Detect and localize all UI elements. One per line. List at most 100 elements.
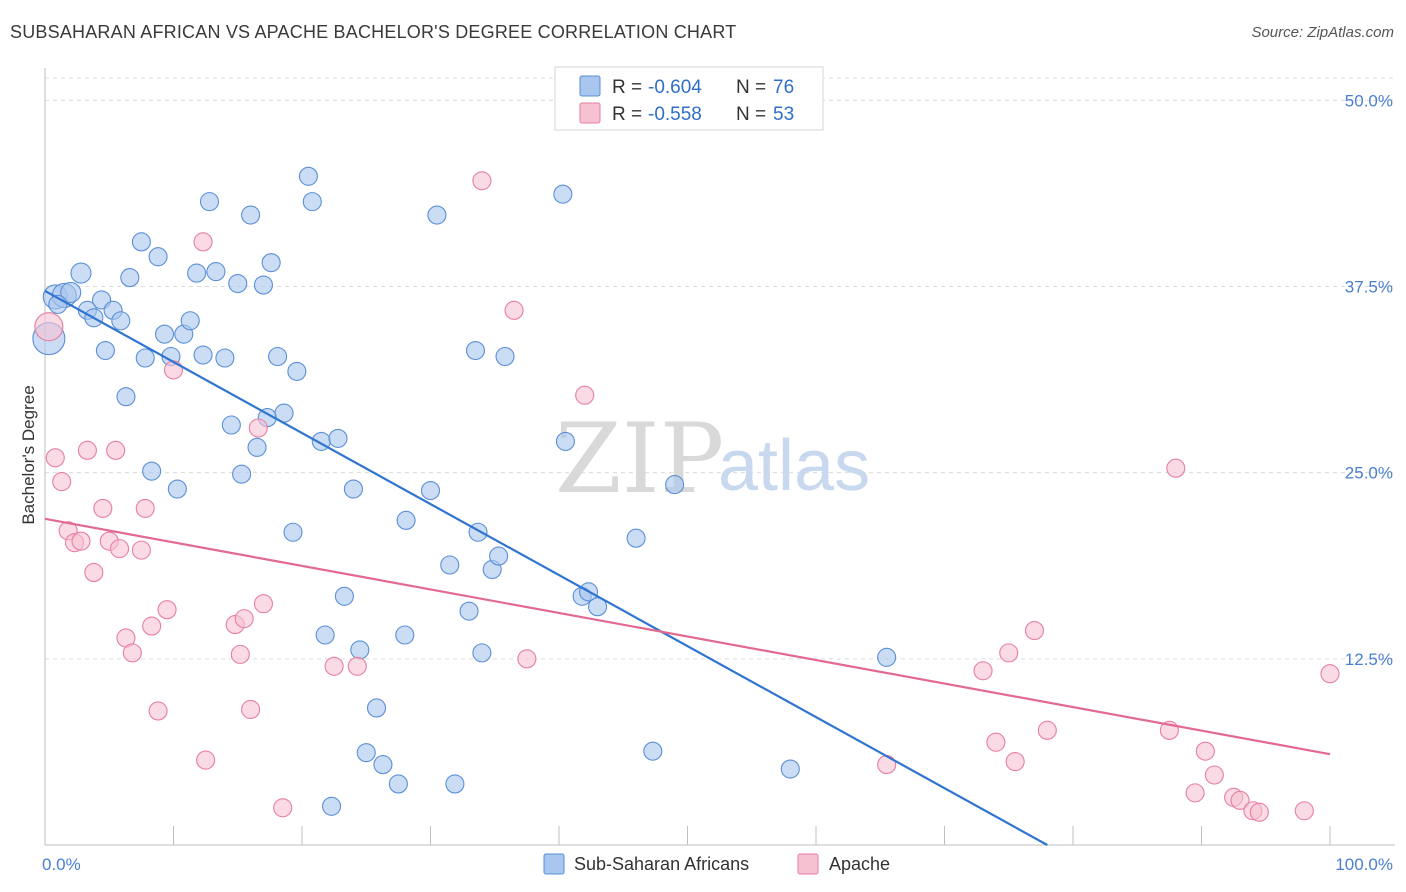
- data-point: [167, 479, 187, 499]
- data-point: [84, 562, 104, 583]
- data-point: [142, 461, 162, 481]
- series-legend-swatch-apache: [797, 853, 819, 875]
- watermark: ZIP atlas: [555, 403, 870, 515]
- series-apache-points: [34, 171, 1340, 822]
- data-point: [877, 755, 897, 775]
- data-point: [52, 472, 72, 492]
- data-point: [193, 232, 213, 252]
- y-tick-label: 12.5%: [1345, 650, 1393, 669]
- legend-r-value: -0.604: [648, 77, 702, 98]
- data-point: [489, 546, 509, 566]
- data-point: [504, 300, 524, 320]
- series-legend-swatch-sub-saharan: [543, 853, 565, 875]
- data-point: [555, 431, 575, 451]
- data-point: [1249, 802, 1269, 822]
- data-point: [1230, 790, 1250, 810]
- stats-legend: R = -0.604 N = 76 R = -0.558 N = 53: [554, 66, 824, 131]
- data-point: [986, 732, 1006, 752]
- watermark-zip: ZIP: [555, 403, 724, 515]
- data-point: [302, 192, 322, 212]
- data-point: [472, 171, 492, 191]
- data-point: [665, 475, 685, 495]
- data-point: [45, 448, 65, 468]
- data-point: [999, 643, 1019, 663]
- x-tick-label: 100.0%: [1335, 855, 1393, 874]
- source-credit: Source: ZipAtlas.com: [1251, 24, 1394, 41]
- data-point: [328, 428, 348, 448]
- data-point: [643, 741, 663, 761]
- data-point: [148, 701, 168, 721]
- data-point: [366, 698, 387, 718]
- data-point: [283, 522, 303, 542]
- data-point: [324, 656, 344, 676]
- data-point: [877, 647, 897, 667]
- data-point: [626, 528, 646, 548]
- data-point: [356, 743, 376, 763]
- gridlines: [45, 77, 1395, 660]
- data-point: [253, 594, 274, 614]
- sub-saharan-africans-trend-line: [44, 290, 1048, 846]
- data-point: [427, 205, 447, 225]
- x-tick-label: 0.0%: [42, 855, 81, 874]
- data-point: [135, 348, 155, 368]
- data-point: [71, 531, 91, 551]
- data-point: [334, 586, 354, 606]
- data-point: [973, 661, 993, 681]
- data-point: [420, 480, 441, 501]
- data-point: [315, 625, 335, 645]
- data-point: [95, 340, 115, 361]
- chart-title: SUBSAHARAN AFRICAN VS APACHE BACHELOR'S …: [10, 22, 737, 42]
- data-point: [517, 649, 537, 669]
- data-point: [1185, 783, 1205, 803]
- data-point: [440, 555, 460, 575]
- data-point: [472, 643, 492, 663]
- data-point: [780, 759, 800, 779]
- data-point: [388, 774, 408, 794]
- legend-n-label: N =: [736, 104, 766, 125]
- data-point: [215, 348, 235, 368]
- axes: [44, 68, 1395, 846]
- data-point: [253, 275, 274, 295]
- data-point: [230, 644, 250, 664]
- data-point: [248, 418, 268, 438]
- data-point: [135, 498, 155, 518]
- data-point: [395, 625, 415, 645]
- x-tick-labels: 0.0% 100.0%: [42, 855, 1393, 874]
- legend-r-label: R =: [612, 77, 642, 98]
- y-tick-label: 25.0%: [1345, 464, 1393, 483]
- trend-lines: [44, 290, 1331, 846]
- data-point: [241, 205, 261, 225]
- data-point: [1204, 765, 1224, 785]
- data-point: [287, 361, 307, 381]
- data-point: [157, 600, 177, 620]
- data-point: [261, 253, 281, 273]
- data-point: [1320, 664, 1340, 684]
- data-point: [465, 340, 486, 361]
- data-point: [373, 755, 393, 775]
- legend-n-label: N =: [736, 77, 766, 98]
- data-point: [1294, 801, 1314, 821]
- data-point: [587, 597, 608, 617]
- legend-n-value: 76: [773, 77, 794, 98]
- data-point: [163, 360, 184, 380]
- legend-r-value: -0.558: [648, 104, 702, 125]
- legend-n-value: 53: [773, 104, 794, 125]
- apache-trend-line: [44, 517, 1331, 756]
- data-point: [187, 263, 207, 283]
- data-point: [396, 510, 416, 530]
- data-point: [350, 640, 370, 660]
- legend-swatch-apache: [579, 102, 601, 124]
- data-point: [116, 387, 136, 407]
- data-point: [228, 273, 248, 294]
- data-point: [1166, 458, 1186, 478]
- data-point: [347, 656, 367, 676]
- data-point: [575, 385, 595, 405]
- data-point: [131, 540, 151, 560]
- data-point: [221, 415, 241, 435]
- data-point: [298, 166, 318, 186]
- data-point: [445, 774, 465, 794]
- data-point: [77, 440, 97, 460]
- data-point: [241, 699, 261, 720]
- legend-r-label: R =: [612, 104, 642, 125]
